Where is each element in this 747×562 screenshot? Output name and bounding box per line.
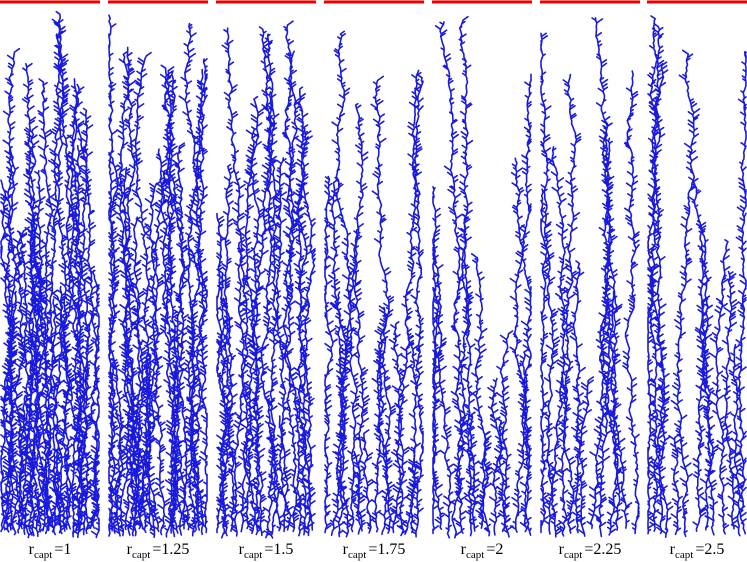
label-symbol: r <box>670 541 676 558</box>
deposit <box>540 17 640 538</box>
deposit <box>647 15 747 538</box>
panel-label: rcapt =1.75 <box>343 541 406 561</box>
panel: rcapt =1 <box>0 0 100 561</box>
deposit <box>108 14 208 538</box>
deposit <box>324 30 424 538</box>
deposit <box>216 20 316 539</box>
panel: rcapt =2 <box>432 0 532 561</box>
label-value: =1 <box>54 541 71 558</box>
panel-label: rcapt =2.25 <box>559 541 622 561</box>
label-value: =1.75 <box>368 541 405 558</box>
panel: rcapt =1.5 <box>216 0 316 561</box>
panel: rcapt =1.25 <box>108 0 208 561</box>
panel: rcapt =2.25 <box>540 0 640 561</box>
label-value: =1.25 <box>152 541 189 558</box>
label-symbol: r <box>239 541 245 558</box>
label-subscript: capt <box>132 549 150 561</box>
panel-label: rcapt =1.25 <box>127 541 190 561</box>
label-symbol: r <box>29 541 35 558</box>
panel: rcapt =2.5 <box>647 0 747 561</box>
label-subscript: capt <box>675 549 693 561</box>
label-symbol: r <box>461 541 467 558</box>
deposit <box>432 15 532 539</box>
label-symbol: r <box>127 541 133 558</box>
panel-label: rcapt =2 <box>461 541 504 561</box>
label-subscript: capt <box>34 549 52 561</box>
label-subscript: capt <box>244 549 262 561</box>
label-symbol: r <box>559 541 565 558</box>
label-subscript: capt <box>348 549 366 561</box>
label-value: =1.5 <box>264 541 293 558</box>
panel-label: rcapt =1 <box>29 541 72 561</box>
label-value: =2.25 <box>584 541 621 558</box>
label-subscript: capt <box>564 549 582 561</box>
label-value: =2.5 <box>695 541 724 558</box>
panel-label: rcapt =1.5 <box>239 541 294 561</box>
panel: rcapt =1.75 <box>324 0 424 561</box>
label-subscript: capt <box>466 549 484 561</box>
deposit <box>0 10 100 539</box>
label-symbol: r <box>343 541 349 558</box>
label-value: =2 <box>486 541 503 558</box>
panel-label: rcapt =2.5 <box>670 541 725 561</box>
